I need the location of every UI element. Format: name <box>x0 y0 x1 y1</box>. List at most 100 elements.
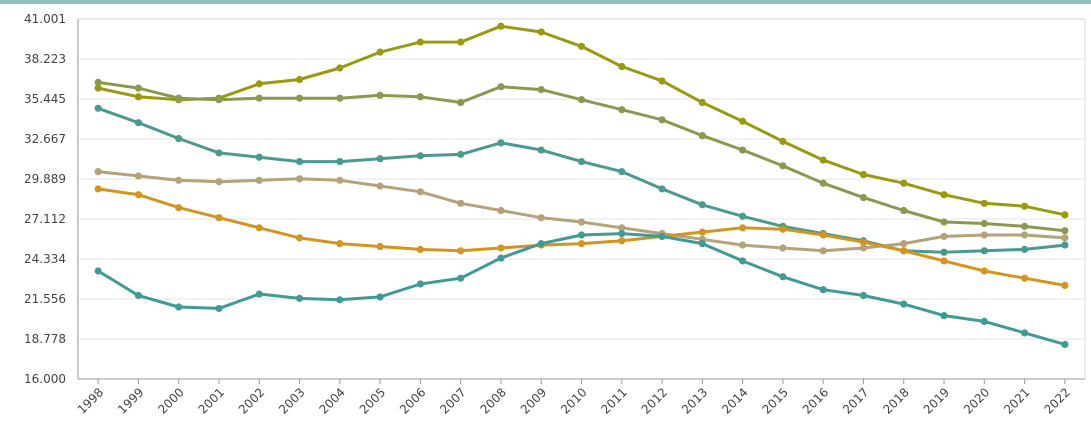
data-point[interactable] <box>416 188 424 196</box>
data-point[interactable] <box>940 248 948 256</box>
data-point[interactable] <box>980 247 988 255</box>
data-point[interactable] <box>739 224 747 232</box>
data-point[interactable] <box>134 191 143 199</box>
data-point[interactable] <box>940 257 948 265</box>
data-point[interactable] <box>376 91 384 99</box>
data-point[interactable] <box>457 247 465 255</box>
data-point[interactable] <box>900 300 908 308</box>
data-point[interactable] <box>336 296 344 304</box>
data-point[interactable] <box>577 218 586 226</box>
data-point[interactable] <box>295 94 304 102</box>
data-point[interactable] <box>618 168 626 176</box>
data-point[interactable] <box>698 98 706 107</box>
data-point[interactable] <box>779 273 787 281</box>
data-point[interactable] <box>376 48 384 56</box>
data-point[interactable] <box>1020 222 1029 230</box>
data-point[interactable] <box>577 240 586 248</box>
data-point[interactable] <box>416 280 424 288</box>
data-point[interactable] <box>1020 245 1029 254</box>
data-point[interactable] <box>819 286 827 294</box>
data-point[interactable] <box>1061 227 1069 235</box>
data-point[interactable] <box>698 240 706 248</box>
data-point[interactable] <box>497 254 505 262</box>
data-point[interactable] <box>1061 234 1069 242</box>
data-point[interactable] <box>376 155 384 163</box>
data-point[interactable] <box>497 83 505 91</box>
data-point[interactable] <box>134 93 143 101</box>
data-point[interactable] <box>980 199 988 207</box>
data-point[interactable] <box>376 242 384 251</box>
data-point[interactable] <box>940 312 948 320</box>
data-point[interactable] <box>295 294 304 302</box>
data-point[interactable] <box>1020 231 1029 239</box>
data-point[interactable] <box>255 80 263 88</box>
data-point[interactable] <box>859 291 868 300</box>
data-point[interactable] <box>698 201 706 209</box>
data-point[interactable] <box>618 62 626 71</box>
data-point[interactable] <box>940 218 948 226</box>
data-point[interactable] <box>980 219 988 228</box>
data-point[interactable] <box>94 185 102 193</box>
data-point[interactable] <box>134 84 143 92</box>
data-point[interactable] <box>497 244 505 252</box>
data-point[interactable] <box>658 232 666 241</box>
data-point[interactable] <box>94 168 102 176</box>
data-point[interactable] <box>295 175 304 183</box>
data-point[interactable] <box>175 303 183 311</box>
data-point[interactable] <box>295 157 304 166</box>
data-point[interactable] <box>215 304 223 313</box>
data-point[interactable] <box>900 240 908 248</box>
data-point[interactable] <box>175 134 183 143</box>
data-point[interactable] <box>658 77 666 85</box>
data-point[interactable] <box>859 193 868 202</box>
data-point[interactable] <box>739 146 747 154</box>
data-point[interactable] <box>537 85 545 94</box>
data-point[interactable] <box>739 257 747 265</box>
data-point[interactable] <box>859 238 868 246</box>
data-point[interactable] <box>980 231 988 239</box>
data-point[interactable] <box>819 156 827 164</box>
data-point[interactable] <box>779 137 787 146</box>
data-point[interactable] <box>336 240 344 248</box>
data-point[interactable] <box>819 179 827 187</box>
data-point[interactable] <box>698 228 706 236</box>
data-point[interactable] <box>779 244 787 252</box>
data-point[interactable] <box>739 212 747 220</box>
data-point[interactable] <box>336 64 344 72</box>
data-point[interactable] <box>618 106 626 114</box>
data-point[interactable] <box>577 42 586 50</box>
data-point[interactable] <box>416 245 424 254</box>
data-point[interactable] <box>457 38 465 46</box>
data-point[interactable] <box>416 152 424 160</box>
data-point[interactable] <box>376 293 384 301</box>
data-point[interactable] <box>537 28 545 36</box>
data-point[interactable] <box>577 231 586 239</box>
data-point[interactable] <box>1061 211 1069 219</box>
data-point[interactable] <box>295 234 304 242</box>
data-point[interactable] <box>255 176 263 184</box>
data-point[interactable] <box>819 231 827 239</box>
data-point[interactable] <box>537 146 545 154</box>
data-point[interactable] <box>416 93 424 101</box>
data-point[interactable] <box>336 157 344 166</box>
data-point[interactable] <box>658 116 666 124</box>
data-point[interactable] <box>940 191 948 199</box>
data-point[interactable] <box>577 96 586 104</box>
data-point[interactable] <box>577 157 586 166</box>
data-point[interactable] <box>457 150 465 158</box>
data-point[interactable] <box>255 94 263 102</box>
data-point[interactable] <box>134 291 143 300</box>
data-point[interactable] <box>94 84 102 92</box>
data-point[interactable] <box>698 132 706 140</box>
data-point[interactable] <box>175 176 183 184</box>
data-point[interactable] <box>175 94 183 102</box>
data-point[interactable] <box>215 178 223 186</box>
data-point[interactable] <box>497 139 505 147</box>
data-point[interactable] <box>175 204 183 212</box>
data-point[interactable] <box>779 162 787 170</box>
data-point[interactable] <box>940 232 948 241</box>
data-point[interactable] <box>779 225 787 233</box>
data-point[interactable] <box>900 179 908 187</box>
data-point[interactable] <box>255 224 263 232</box>
data-point[interactable] <box>497 22 505 30</box>
